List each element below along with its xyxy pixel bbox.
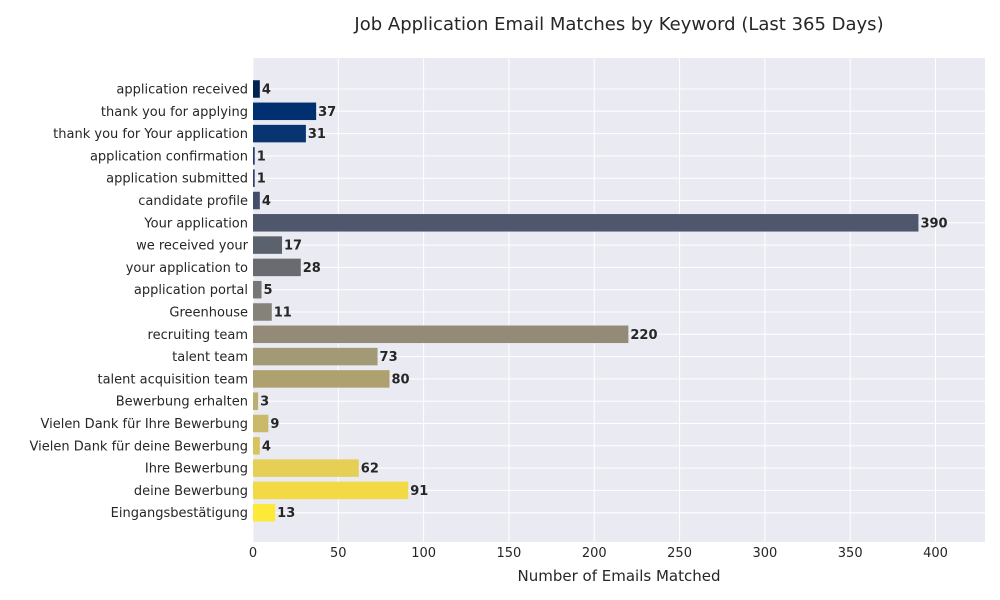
data-label: 91 — [410, 484, 428, 499]
bar — [253, 437, 260, 455]
bar — [253, 280, 262, 299]
bar — [253, 80, 260, 98]
bar — [253, 124, 306, 143]
bar — [253, 102, 317, 121]
category-label: we received your — [136, 239, 249, 254]
bar — [253, 258, 301, 277]
data-label: 11 — [274, 306, 292, 321]
category-label: Ihre Bewerbung — [145, 462, 248, 477]
bar — [253, 503, 276, 522]
bar — [253, 236, 283, 254]
category-label: Eingangsbestätigung — [111, 506, 248, 521]
x-tick-label: 300 — [752, 546, 777, 561]
x-tick-label: 0 — [249, 546, 257, 561]
x-tick-label: 200 — [582, 546, 607, 561]
category-label: your application to — [126, 261, 248, 276]
category-label: Greenhouse — [169, 306, 248, 321]
data-label: 4 — [262, 83, 271, 98]
data-label: 73 — [380, 350, 398, 365]
bar — [253, 191, 260, 210]
data-label: 5 — [264, 283, 273, 298]
x-tick-label: 50 — [330, 546, 347, 561]
x-tick-label: 100 — [411, 546, 436, 561]
category-label: deine Bewerbung — [134, 484, 248, 499]
category-label: recruiting team — [148, 328, 248, 343]
category-label: application received — [116, 83, 248, 98]
data-label: 80 — [392, 372, 410, 387]
bar — [253, 370, 390, 388]
data-label: 3 — [260, 395, 269, 410]
category-label: thank you for Your application — [53, 127, 248, 142]
x-tick-label: 250 — [667, 546, 692, 561]
bar — [253, 459, 359, 477]
bars — [253, 80, 919, 522]
data-label: 4 — [262, 439, 271, 454]
category-label: talent acquisition team — [97, 372, 248, 387]
category-label: thank you for applying — [101, 105, 248, 120]
data-label: 1 — [257, 172, 266, 187]
bar — [253, 325, 629, 344]
bar — [253, 214, 919, 232]
category-label: application portal — [134, 283, 248, 298]
bar — [253, 414, 269, 433]
category-labels: application received thank you for applyi… — [30, 83, 249, 522]
data-label: 37 — [318, 105, 336, 120]
data-label: 62 — [361, 462, 379, 477]
x-tick-label: 150 — [497, 546, 522, 561]
data-label: 4 — [262, 194, 271, 209]
x-tick-labels: 0 50 100 150 200 250 300 350 400 — [249, 546, 948, 561]
data-label: 390 — [920, 216, 947, 231]
category-label: Bewerbung erhalten — [116, 395, 248, 410]
category-label: Vielen Dank für deine Bewerbung — [30, 439, 248, 454]
category-label: application confirmation — [90, 149, 248, 164]
bar — [253, 169, 255, 187]
data-label: 1 — [257, 149, 266, 164]
bar — [253, 481, 409, 500]
data-label: 13 — [277, 506, 295, 521]
data-label: 9 — [270, 417, 279, 432]
data-label: 220 — [630, 328, 657, 343]
category-label: application submitted — [106, 172, 248, 187]
bar — [253, 347, 378, 366]
bar — [253, 147, 255, 165]
plot-area — [253, 58, 985, 542]
category-label: candidate profile — [138, 194, 248, 209]
bar — [253, 392, 259, 410]
chart-title: Job Application Email Matches by Keyword… — [353, 14, 883, 35]
data-label: 31 — [308, 127, 326, 142]
x-axis-label: Number of Emails Matched — [518, 567, 721, 585]
x-tick-label: 350 — [838, 546, 863, 561]
data-label: 28 — [303, 261, 321, 276]
bar — [253, 303, 272, 321]
gridlines — [252, 58, 985, 542]
category-label: talent team — [172, 350, 248, 365]
category-label: Vielen Dank für Ihre Bewerbung — [40, 417, 248, 432]
x-tick-label: 400 — [923, 546, 948, 561]
data-label: 17 — [284, 239, 302, 254]
category-label: Your application — [143, 216, 248, 231]
